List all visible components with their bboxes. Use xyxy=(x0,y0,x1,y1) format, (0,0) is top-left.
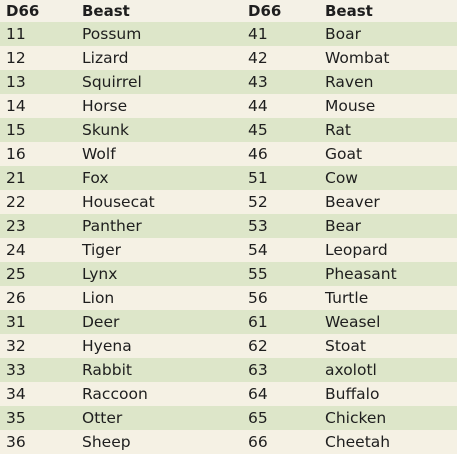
roll-right: 55 xyxy=(248,265,268,283)
header-beast-right: Beast xyxy=(325,2,373,20)
header-d66-left: D66 xyxy=(6,2,40,20)
beast-right: Turtle xyxy=(325,289,369,307)
roll-right: 46 xyxy=(248,145,268,163)
roll-right: 51 xyxy=(248,169,268,187)
beast-left: Sheep xyxy=(82,433,131,451)
roll-left: 16 xyxy=(6,145,26,163)
beast-right: Bear xyxy=(325,217,362,235)
roll-left: 31 xyxy=(6,313,26,331)
roll-left: 22 xyxy=(6,193,26,211)
beast-right: Cow xyxy=(325,169,358,187)
table-row: 25 Lynx 55 Pheasant xyxy=(0,262,457,286)
table-row: 32 Hyena 62 Stoat xyxy=(0,334,457,358)
table-row: 31 Deer 61 Weasel xyxy=(0,310,457,334)
roll-right: 42 xyxy=(248,49,268,67)
table-row: 34 Raccoon 64 Buffalo xyxy=(0,382,457,406)
roll-right: 52 xyxy=(248,193,268,211)
roll-right: 61 xyxy=(248,313,268,331)
roll-left: 11 xyxy=(6,25,26,43)
roll-right: 65 xyxy=(248,409,268,427)
beast-left: Hyena xyxy=(82,337,132,355)
beast-left: Housecat xyxy=(82,193,155,211)
beast-left: Raccoon xyxy=(82,385,148,403)
header-beast-left: Beast xyxy=(82,2,130,20)
roll-left: 32 xyxy=(6,337,26,355)
beast-left: Otter xyxy=(82,409,123,427)
table-row: 36 Sheep 66 Cheetah xyxy=(0,430,457,454)
table-row: 15 Skunk 45 Rat xyxy=(0,118,457,142)
table-header-row: D66 Beast D66 Beast xyxy=(0,0,457,22)
table-row: 23 Panther 53 Bear xyxy=(0,214,457,238)
beast-right: axolotl xyxy=(325,361,377,379)
roll-left: 13 xyxy=(6,73,26,91)
beast-left: Squirrel xyxy=(82,73,142,91)
beast-left: Deer xyxy=(82,313,120,331)
table-row: 26 Lion 56 Turtle xyxy=(0,286,457,310)
table-row: 33 Rabbit 63 axolotl xyxy=(0,358,457,382)
roll-right: 63 xyxy=(248,361,268,379)
beast-right: Weasel xyxy=(325,313,381,331)
table-row: 16 Wolf 46 Goat xyxy=(0,142,457,166)
beast-right: Chicken xyxy=(325,409,387,427)
roll-left: 33 xyxy=(6,361,26,379)
beast-left: Tiger xyxy=(82,241,122,259)
roll-left: 15 xyxy=(6,121,26,139)
roll-right: 43 xyxy=(248,73,268,91)
roll-left: 12 xyxy=(6,49,26,67)
table-row: 21 Fox 51 Cow xyxy=(0,166,457,190)
roll-right: 45 xyxy=(248,121,268,139)
roll-left: 25 xyxy=(6,265,26,283)
table-row: 12 Lizard 42 Wombat xyxy=(0,46,457,70)
roll-right: 64 xyxy=(248,385,268,403)
roll-right: 41 xyxy=(248,25,268,43)
table-row: 22 Housecat 52 Beaver xyxy=(0,190,457,214)
table-row: 14 Horse 44 Mouse xyxy=(0,94,457,118)
beast-left: Rabbit xyxy=(82,361,132,379)
table-row: 24 Tiger 54 Leopard xyxy=(0,238,457,262)
roll-right: 44 xyxy=(248,97,268,115)
beast-right: Cheetah xyxy=(325,433,391,451)
roll-left: 14 xyxy=(6,97,26,115)
roll-left: 36 xyxy=(6,433,26,451)
beast-right: Mouse xyxy=(325,97,376,115)
table-body: 11 Possum 41 Boar 12 Lizard 42 Wombat 13 Squirrel… xyxy=(0,22,457,454)
beast-right: Leopard xyxy=(325,241,388,259)
beast-left: Lizard xyxy=(82,49,129,67)
beast-right: Buffalo xyxy=(325,385,380,403)
roll-left: 35 xyxy=(6,409,26,427)
beast-left: Horse xyxy=(82,97,128,115)
beast-left: Lynx xyxy=(82,265,118,283)
roll-right: 66 xyxy=(248,433,268,451)
beast-right: Rat xyxy=(325,121,352,139)
beast-left: Fox xyxy=(82,169,109,187)
beast-left: Wolf xyxy=(82,145,116,163)
beast-right: Pheasant xyxy=(325,265,397,283)
table-row: 11 Possum 41 Boar xyxy=(0,22,457,46)
beast-right: Wombat xyxy=(325,49,390,67)
roll-left: 34 xyxy=(6,385,26,403)
roll-right: 62 xyxy=(248,337,268,355)
beast-left: Lion xyxy=(82,289,115,307)
roll-left: 23 xyxy=(6,217,26,235)
roll-right: 56 xyxy=(248,289,268,307)
beast-left: Panther xyxy=(82,217,142,235)
beast-right: Beaver xyxy=(325,193,380,211)
table-row: 13 Squirrel 43 Raven xyxy=(0,70,457,94)
roll-right: 54 xyxy=(248,241,268,259)
roll-left: 24 xyxy=(6,241,26,259)
beast-right: Stoat xyxy=(325,337,366,355)
header-d66-right: D66 xyxy=(248,2,282,20)
beast-left: Skunk xyxy=(82,121,129,139)
beast-right: Boar xyxy=(325,25,361,43)
roll-left: 26 xyxy=(6,289,26,307)
beast-right: Raven xyxy=(325,73,374,91)
beast-right: Goat xyxy=(325,145,363,163)
table-row: 35 Otter 65 Chicken xyxy=(0,406,457,430)
roll-left: 21 xyxy=(6,169,26,187)
beast-left: Possum xyxy=(82,25,142,43)
roll-right: 53 xyxy=(248,217,268,235)
